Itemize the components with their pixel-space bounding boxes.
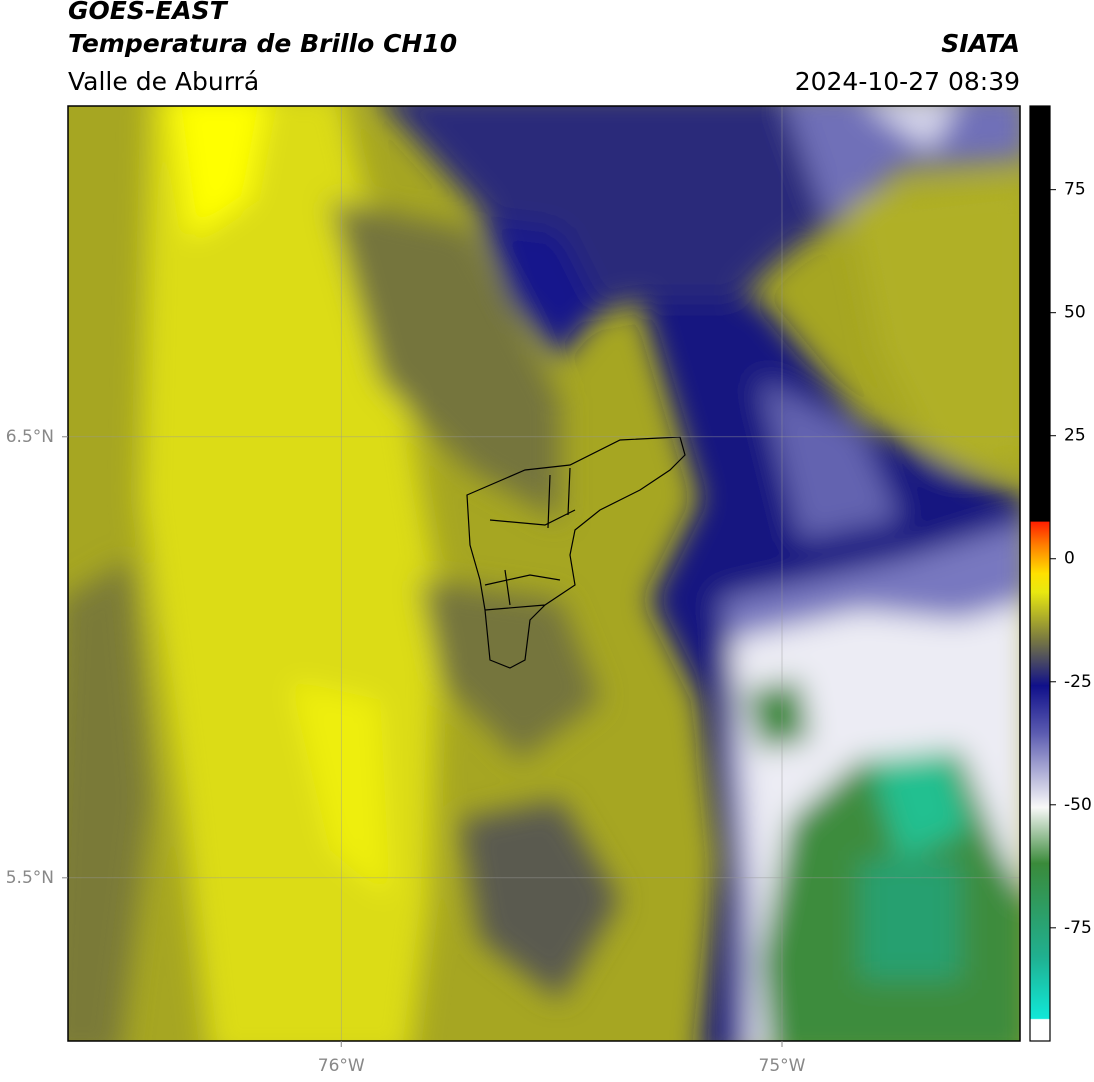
region: Valle de Aburrá (68, 67, 259, 96)
graticule (68, 106, 1020, 1041)
source: SIATA (941, 29, 1020, 58)
colorbar-tick-label: 75 (1064, 180, 1086, 200)
satellite-image (68, 106, 1020, 1041)
valley-boundary (466, 436, 686, 669)
colorbar-tick-label: 50 (1064, 303, 1086, 323)
colorbar-tick-label: -25 (1064, 672, 1092, 692)
subtitle: Temperatura de Brillo CH10 (68, 29, 457, 58)
y-tick-label: 5.5°N (6, 868, 54, 888)
colorbar-tick-label: -75 (1064, 918, 1092, 938)
colorbar-tick-label: 0 (1064, 549, 1075, 569)
title: GOES-EAST (68, 0, 229, 25)
colorbar (1029, 105, 1051, 1042)
colorbar-tick-label: 25 (1064, 426, 1086, 446)
y-tick-label: 6.5°N (6, 427, 54, 447)
colorbar-tick-label: -50 (1064, 795, 1092, 815)
x-tick-label: 76°W (318, 1056, 365, 1076)
x-tick-label: 75°W (759, 1056, 806, 1076)
datetime: 2024-10-27 08:39 (795, 67, 1020, 96)
map-frame (67, 105, 1021, 1042)
